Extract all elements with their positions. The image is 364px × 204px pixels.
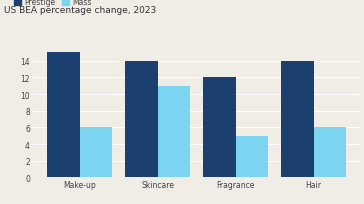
Legend: Prestige, Mass: Prestige, Mass — [13, 0, 92, 7]
Bar — [281, 61, 313, 177]
Bar — [47, 53, 80, 177]
Bar — [80, 128, 112, 177]
Bar — [313, 128, 346, 177]
Bar — [125, 61, 158, 177]
Text: US BEA percentage change, 2023: US BEA percentage change, 2023 — [4, 6, 156, 15]
Bar — [158, 86, 190, 177]
Bar — [236, 136, 268, 177]
Bar — [203, 78, 236, 177]
